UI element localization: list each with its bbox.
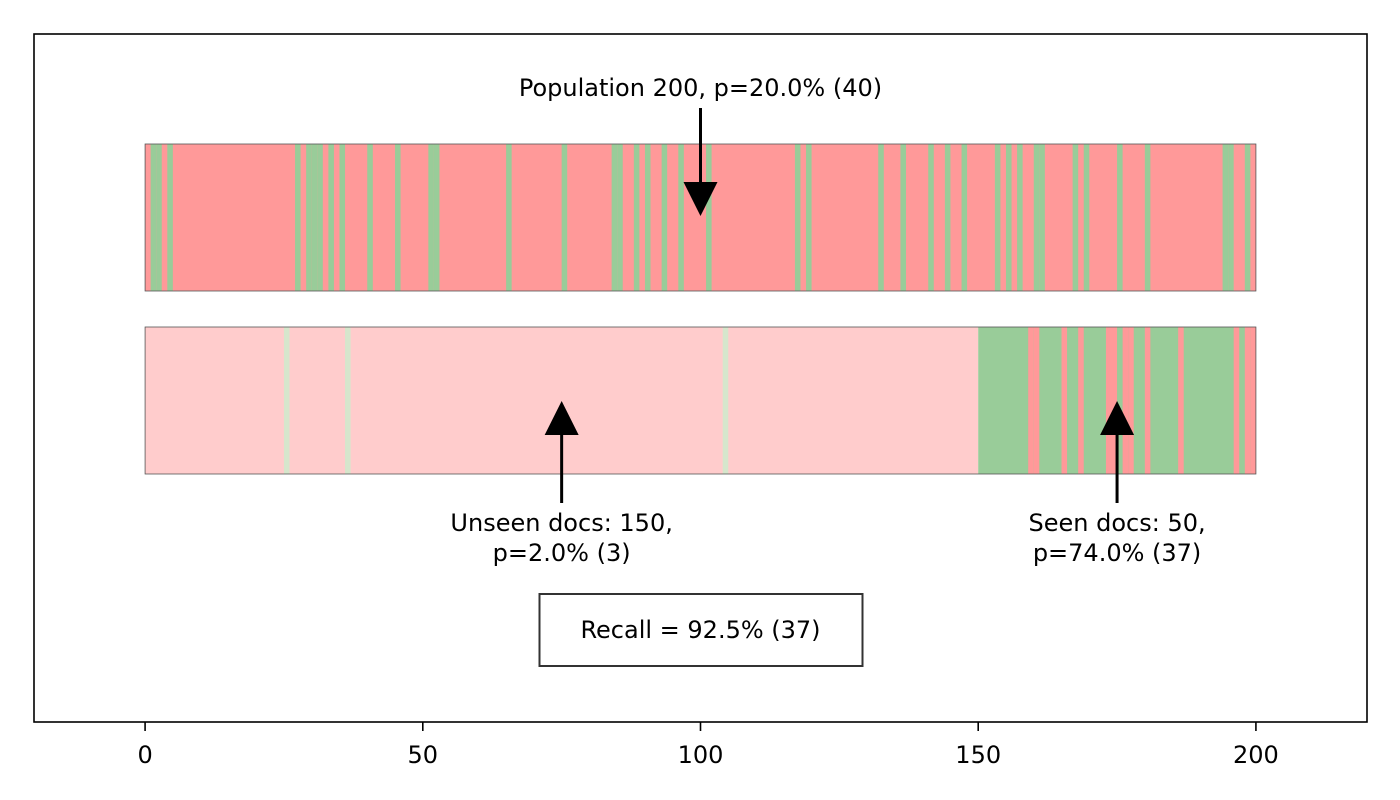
population-relevant-doc (317, 144, 323, 291)
seen-nonrelevant-doc (1233, 327, 1240, 474)
annotation-unseen-label: p=2.0% (3) (493, 539, 631, 567)
recall-box-frame (538, 593, 864, 667)
population-relevant-doc (1039, 144, 1045, 291)
population-relevant-doc (644, 144, 651, 291)
seen-nonrelevant-doc (1128, 327, 1134, 474)
population-relevant-doc (506, 144, 512, 291)
seen-nonrelevant-doc (1033, 327, 1040, 474)
population-relevant-doc (339, 144, 346, 291)
unseen-relevant-doc (283, 327, 290, 474)
seen-nonrelevant-doc (1061, 327, 1068, 474)
population-relevant-doc (306, 144, 312, 291)
unseen-relevant-doc (345, 327, 351, 474)
x-tick-label: 150 (955, 741, 1001, 769)
population-relevant-doc (428, 144, 434, 291)
population-relevant-doc (961, 144, 968, 291)
x-tick-label: 200 (1233, 741, 1279, 769)
recall-box: Recall = 92.5% (37) (538, 593, 864, 667)
annotation-seen-label: p=74.0% (37) (1033, 539, 1201, 567)
population-relevant-doc (1222, 144, 1229, 291)
population-relevant-doc (167, 144, 173, 291)
population-relevant-doc (994, 144, 1001, 291)
x-axis: 0 50 100 150 200 (137, 722, 1279, 769)
seen-nonrelevant-doc (1250, 327, 1256, 474)
population-relevant-doc (395, 144, 401, 291)
population-relevant-doc (1033, 144, 1040, 291)
annotation-population-label: Population 200, p=20.0% (40) (519, 74, 882, 102)
population-relevant-doc (706, 144, 712, 291)
annotation-arrow-head (1100, 401, 1135, 435)
population-relevant-doc (156, 144, 162, 291)
seen-nonrelevant-doc (1144, 327, 1151, 474)
annotation-unseen-label: Unseen docs: 150, (450, 509, 672, 537)
population-relevant-doc (367, 144, 373, 291)
population-relevant-doc (1083, 144, 1090, 291)
seen-nonrelevant-doc (1078, 327, 1084, 474)
population-relevant-doc (611, 144, 618, 291)
x-tick-label: 100 (678, 741, 724, 769)
x-tick-label: 0 (137, 741, 152, 769)
annotation-arrow-head (544, 401, 579, 435)
population-relevant-doc (1117, 144, 1123, 291)
population-relevant-doc (1144, 144, 1151, 291)
screen-bar-edge (144, 326, 1257, 475)
seen-nonrelevant-doc (1178, 327, 1184, 474)
population-relevant-doc (678, 144, 684, 291)
recall-box-text: Recall = 92.5% (37) (580, 616, 820, 644)
annotations: Population 200, p=20.0% (40) Unseen docs:… (450, 74, 1205, 567)
population-relevant-doc (433, 144, 440, 291)
population-relevant-doc (633, 144, 640, 291)
population-relevant-doc (617, 144, 623, 291)
seen-nonrelevant-doc (1122, 327, 1129, 474)
population-relevant-doc (928, 144, 934, 291)
unseen-relevant-doc (722, 327, 729, 474)
population-relevant-doc (1244, 144, 1251, 291)
seen-nonrelevant-doc (1111, 327, 1118, 474)
population-relevant-doc (295, 144, 301, 291)
seen-nonrelevant-doc (1244, 327, 1251, 474)
seen-nonrelevant-doc (1028, 327, 1034, 474)
annotation-arrow-head (683, 182, 718, 216)
population-relevant-doc (794, 144, 801, 291)
annotation-seen-label: Seen docs: 50, (1029, 509, 1206, 537)
population-relevant-doc (328, 144, 334, 291)
population-relevant-doc (561, 144, 568, 291)
population-relevant-doc (878, 144, 884, 291)
population-relevant-doc (1228, 144, 1234, 291)
x-tick-label: 50 (408, 741, 439, 769)
population-relevant-doc (944, 144, 951, 291)
population-relevant-doc (311, 144, 318, 291)
population-relevant-doc (806, 144, 812, 291)
population-relevant-doc (1017, 144, 1023, 291)
population-relevant-doc (900, 144, 907, 291)
population-relevant-doc (1005, 144, 1012, 291)
population-relevant-doc (661, 144, 668, 291)
population-relevant-doc (150, 144, 157, 291)
population-relevant-doc (1072, 144, 1079, 291)
screen-bar (144, 326, 1257, 475)
seen-nonrelevant-doc (1105, 327, 1112, 474)
